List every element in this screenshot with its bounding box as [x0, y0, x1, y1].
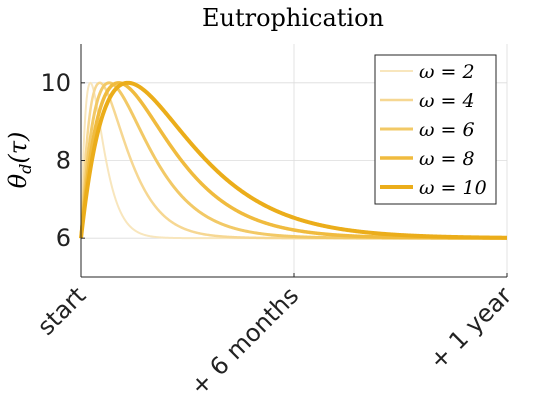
- series-lines: [79, 80, 509, 240]
- x-tick-labels: start + 6 months + 1 year: [32, 281, 517, 401]
- y-tick-labels: 6 8 10: [40, 69, 71, 252]
- legend-label: ω = 2: [419, 61, 475, 83]
- series-line: [79, 80, 509, 240]
- axes: [80, 44, 508, 278]
- legend-label: ω = 10: [419, 177, 487, 199]
- chart-title: Eutrophication: [202, 4, 384, 32]
- x-tick-label: + 6 months: [185, 281, 305, 401]
- y-tick-label: 10: [40, 69, 71, 97]
- legend: ω = 2 ω = 4 ω = 6 ω = 8 ω = 10: [374, 54, 497, 205]
- legend-label: ω = 4: [419, 90, 475, 112]
- x-tick-label: + 1 year: [424, 281, 518, 375]
- x-tick-label: start: [32, 281, 91, 340]
- legend-label: ω = 6: [419, 119, 475, 141]
- y-axis-label: θd(τ): [4, 132, 35, 189]
- y-tick-label: 8: [56, 147, 71, 175]
- legend-label: ω = 8: [419, 148, 475, 170]
- y-tick-label: 6: [56, 224, 71, 252]
